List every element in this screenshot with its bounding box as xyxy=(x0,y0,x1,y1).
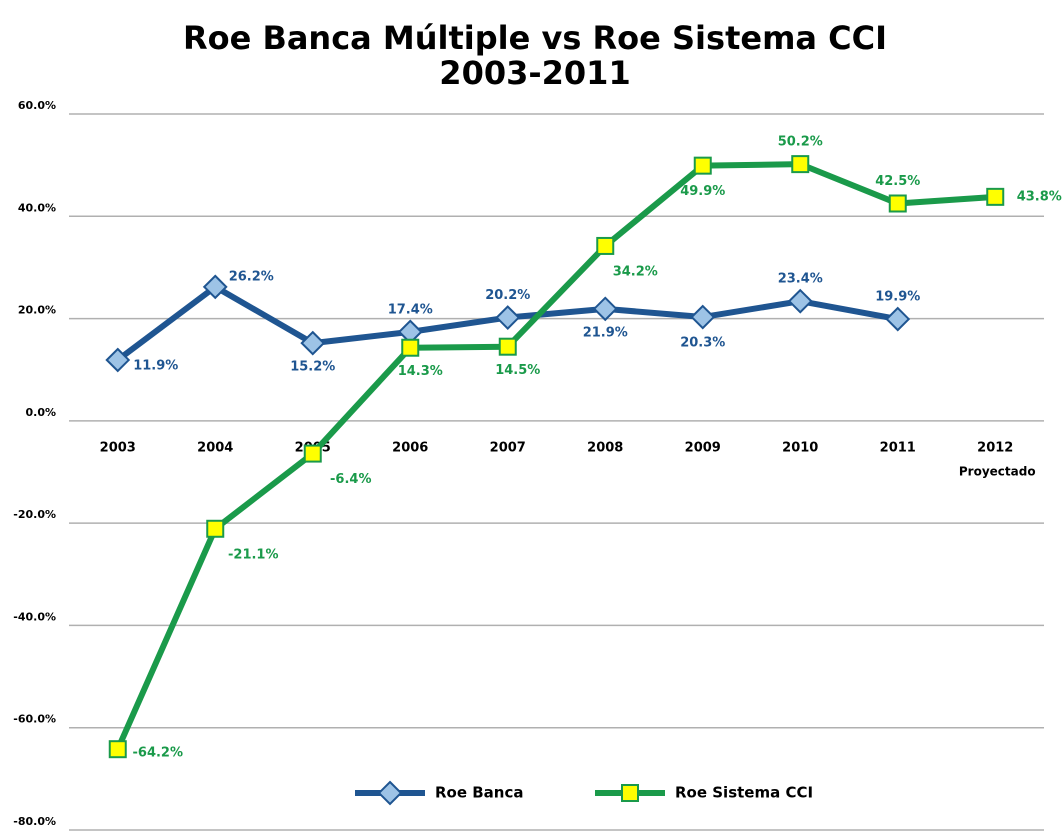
marker xyxy=(202,274,228,300)
x-tick-label: 2011 xyxy=(880,440,916,455)
marker xyxy=(986,187,1005,206)
data-label: 34.2% xyxy=(613,264,658,279)
data-label: 20.3% xyxy=(680,336,725,351)
marker xyxy=(592,296,618,322)
y-tick-label: 0.0% xyxy=(25,406,56,419)
data-label: 20.2% xyxy=(485,288,530,303)
marker xyxy=(690,304,716,330)
data-label: 21.9% xyxy=(583,325,628,340)
legend-marker xyxy=(377,780,403,806)
legend-label: Roe Sistema CCI xyxy=(675,784,813,802)
data-label: 15.2% xyxy=(290,360,335,375)
data-label: 23.4% xyxy=(778,272,823,287)
data-label: 50.2% xyxy=(778,135,823,150)
chart-subtitle: 2003-2011 xyxy=(439,54,630,92)
marker xyxy=(108,740,127,759)
data-label: 42.5% xyxy=(875,174,920,189)
data-label: 43.8% xyxy=(1017,189,1062,204)
marker xyxy=(787,288,813,314)
legend-marker xyxy=(621,784,639,802)
x-tick-label: 2009 xyxy=(685,440,721,455)
x-annotation: Proyectado xyxy=(959,464,1036,478)
data-label: 14.5% xyxy=(495,363,540,378)
x-tick-label: 2006 xyxy=(392,440,428,455)
x-tick-label: 2004 xyxy=(197,440,233,455)
marker xyxy=(495,305,521,330)
marker xyxy=(885,306,911,332)
marker xyxy=(401,338,420,357)
x-tick-label: 2010 xyxy=(782,440,818,455)
data-label: 14.3% xyxy=(398,364,443,379)
data-label: -21.1% xyxy=(228,547,279,562)
marker xyxy=(206,519,225,538)
series-line xyxy=(115,161,996,751)
y-tick-label: -40.0% xyxy=(13,610,56,623)
marker xyxy=(596,236,615,255)
y-tick-label: -20.0% xyxy=(13,508,56,521)
x-tick-label: 2007 xyxy=(490,440,526,455)
y-tick-label: 40.0% xyxy=(18,201,56,214)
marker xyxy=(791,155,810,174)
y-tick-label: -60.0% xyxy=(13,713,56,726)
marker xyxy=(300,330,326,356)
y-tick-label: 60.0% xyxy=(18,99,56,112)
data-label: -6.4% xyxy=(330,472,371,487)
marker xyxy=(693,156,712,175)
legend-label: Roe Banca xyxy=(435,784,524,802)
data-label: 49.9% xyxy=(680,184,725,199)
y-tick-label: -80.0% xyxy=(13,815,56,828)
data-label: 19.9% xyxy=(875,290,920,305)
marker xyxy=(303,444,322,463)
marker xyxy=(105,347,131,373)
data-label: 26.2% xyxy=(229,269,274,284)
y-tick-label: 20.0% xyxy=(18,304,56,317)
x-tick-label: 2008 xyxy=(587,440,623,455)
x-tick-label: 2012 xyxy=(977,440,1013,455)
data-label: -64.2% xyxy=(133,746,184,761)
data-label: 11.9% xyxy=(133,358,178,373)
x-tick-label: 2003 xyxy=(100,440,136,455)
chart-title: Roe Banca Múltiple vs Roe Sistema CCI xyxy=(183,19,887,57)
marker xyxy=(888,194,907,213)
marker xyxy=(498,337,517,356)
data-label: 17.4% xyxy=(388,302,433,317)
